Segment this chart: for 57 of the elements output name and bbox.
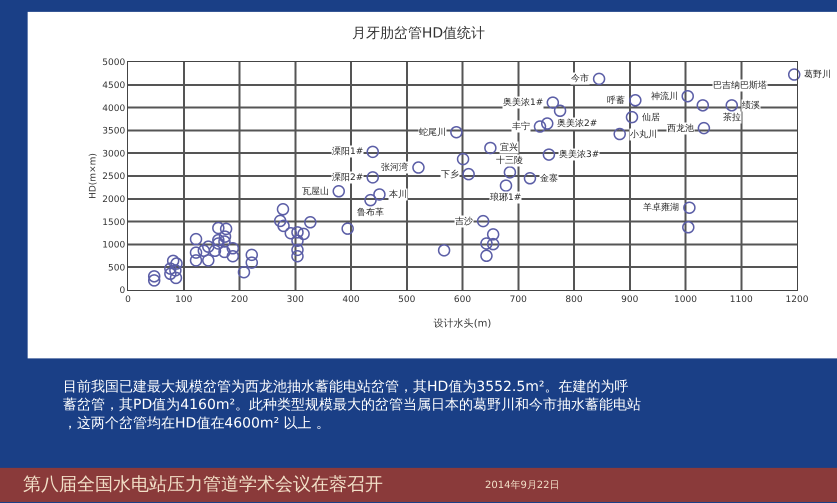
annotation: 羊卓雍湖 <box>643 202 679 213</box>
annotation: 张河湾 <box>381 162 408 173</box>
y-tick-label: 2500 <box>102 172 126 182</box>
y-axis-title: HD(m×m) <box>88 153 99 199</box>
annotation: 瓦屋山 <box>302 186 329 197</box>
y-tick-label: 0 <box>119 286 126 296</box>
annotation: 神流川 <box>651 91 678 102</box>
annotation: 仙居 <box>642 112 660 123</box>
annotation: 溧阳1# <box>332 146 364 157</box>
annotation: 金寨 <box>540 173 558 184</box>
annotation: 鲁布革 <box>357 207 384 218</box>
x-tick-label: 500 <box>398 294 416 305</box>
annotation: 吉沙 <box>455 216 473 227</box>
annotation: 今市 <box>571 73 589 84</box>
annotation: 溧阳2# <box>332 172 364 183</box>
text: 目前我国已建最大规模岔管为西龙池抽水蓄能电站岔管，其HD值为3552.5m²。在建的为呼蓄岔管，其PD值为4160m²。此种类型规模最大的岔管当属日本的葛野川和今市抽水蓄能电站，这两个岔管均在HD值在4600m² 以上 。 <box>63 379 642 432</box>
x-tick-label: 1100 <box>730 294 753 305</box>
x-tick-label: 200 <box>230 294 248 305</box>
x-tick-label: 1200 <box>786 294 809 305</box>
y-tick-label: 4000 <box>102 104 126 114</box>
chart-title: 月牙肋岔管HD值统计 <box>352 25 486 42</box>
x-tick-label: 100 <box>175 294 193 305</box>
annotation: 下乡 <box>441 169 459 180</box>
annotation: 西龙池 <box>667 123 694 134</box>
text: 第八届全国水电站压力管道学术会议在蓉召开 <box>23 474 383 495</box>
x-axis-title: 设计水头(m) <box>434 317 492 330</box>
y-tick-label: 4500 <box>102 80 126 91</box>
annotation: 蛇尾川 <box>419 127 446 138</box>
x-tick-label: 300 <box>286 294 304 305</box>
text: 2014年9月22日 <box>485 479 560 491</box>
y-tick-label: 500 <box>108 263 126 274</box>
annotation: 奥美浓2# <box>557 118 598 129</box>
annotation: 葛野川 <box>804 69 831 80</box>
x-tick-label: 800 <box>565 294 583 305</box>
y-tick-label: 3000 <box>102 149 126 160</box>
y-tick-label: 5000 <box>102 58 126 68</box>
y-tick-label: 3500 <box>102 126 126 137</box>
annotation: 奥美浓3# <box>559 149 600 160</box>
y-tick-label: 2000 <box>102 194 126 205</box>
annotation: 呼蓄 <box>607 95 625 106</box>
x-tick-label: 700 <box>510 294 528 305</box>
annotation: 宜兴 <box>500 142 518 153</box>
x-tick-label: 600 <box>454 294 472 305</box>
y-tick-label: 1000 <box>102 240 126 251</box>
x-tick-label: 400 <box>342 294 360 305</box>
x-tick-label: 900 <box>621 294 639 305</box>
annotation: 茶拉 <box>723 112 741 123</box>
annotation: 奥美浓1# <box>503 97 544 108</box>
y-tick-label: 1500 <box>102 218 126 228</box>
annotation: 小丸川 <box>630 129 657 140</box>
annotation: 琅琊1# <box>490 192 522 203</box>
x-tick-label: 1000 <box>674 294 698 305</box>
annotation: 本川 <box>389 189 407 200</box>
annotation: 巴吉纳巴斯塔 <box>713 80 767 91</box>
annotation: 十三陵 <box>496 155 523 166</box>
annotation: 丰宁 <box>512 121 530 132</box>
annotation: 绩溪 <box>742 100 760 111</box>
